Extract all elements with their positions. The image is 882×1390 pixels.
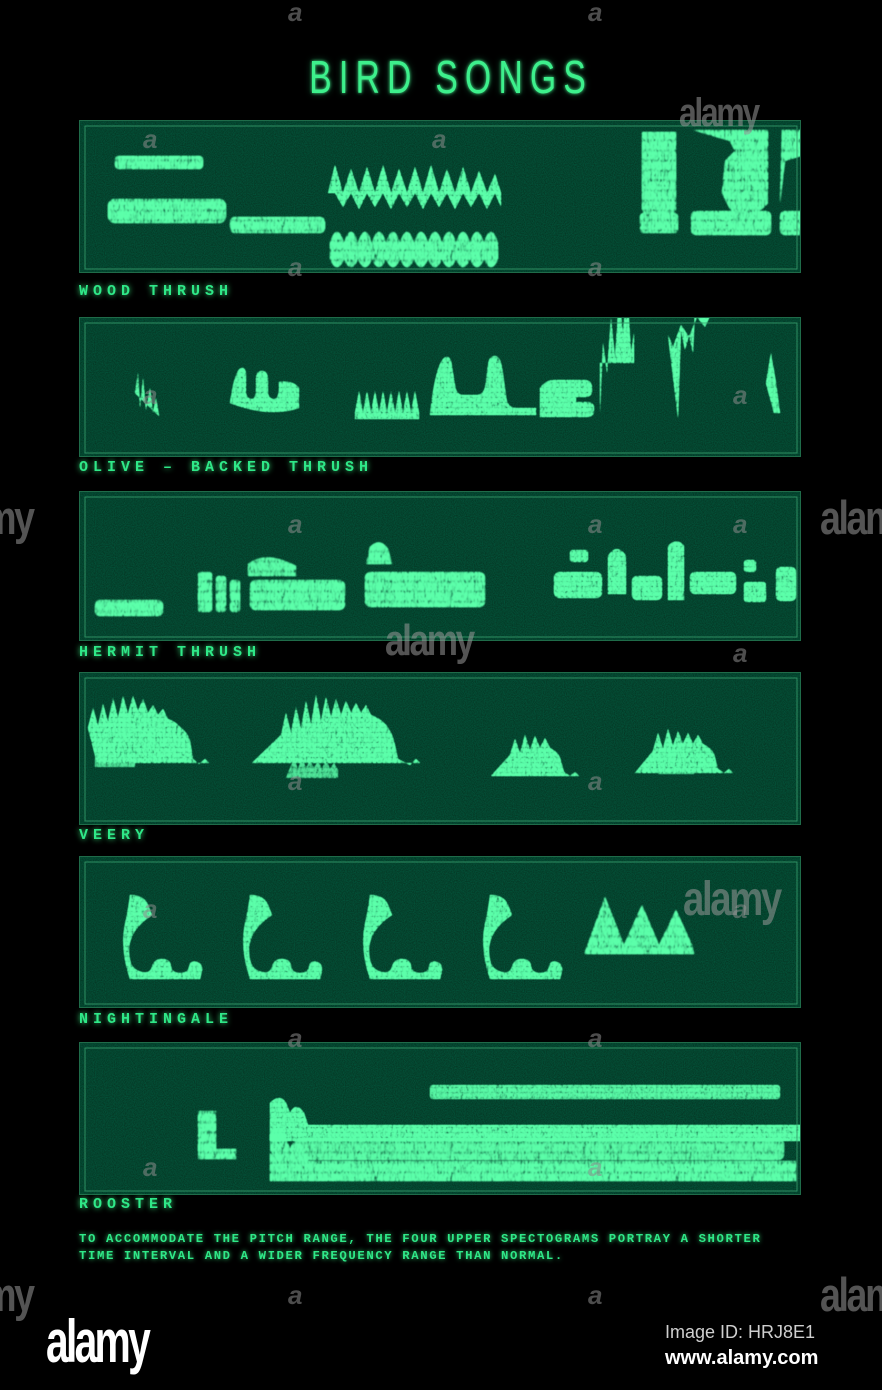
svg-text:alamy: alamy <box>46 1308 151 1375</box>
